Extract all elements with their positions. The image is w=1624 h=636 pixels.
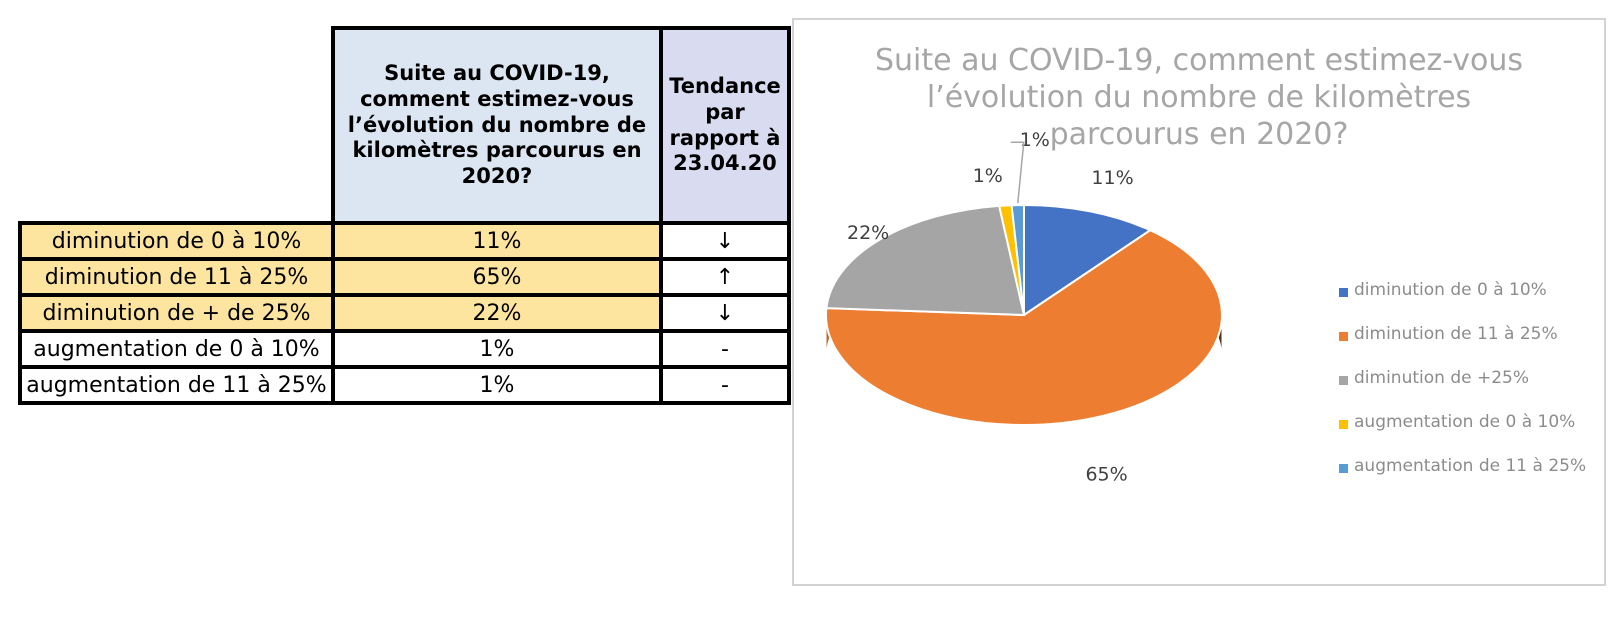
- table-row: augmentation de 0 à 10% 1% -: [18, 329, 791, 369]
- pie-data-label: 65%: [1085, 464, 1127, 486]
- legend-label: diminution de 0 à 10%: [1354, 280, 1547, 300]
- table-row: diminution de 0 à 10% 11% ↓: [18, 221, 791, 261]
- pie-data-label: 22%: [847, 222, 889, 244]
- header-question: Suite au COVID-19, comment estimez-vous …: [331, 26, 663, 225]
- chart-legend: diminution de 0 à 10% diminution de 11 à …: [1339, 268, 1586, 488]
- row-trend-arrow: ↓: [659, 221, 791, 261]
- legend-swatch: [1339, 419, 1348, 429]
- legend-item: augmentation de 0 à 10%: [1339, 400, 1586, 444]
- pie-slice: [1023, 203, 1153, 317]
- legend-swatch: [1339, 375, 1348, 385]
- row-percentage: 65%: [331, 257, 663, 297]
- pie-slice: [825, 229, 1223, 426]
- chart-title: Suite au COVID-19, comment estimez-vous …: [874, 43, 1524, 152]
- row-trend-arrow: ↓: [659, 293, 791, 333]
- row-label: augmentation de 0 à 10%: [18, 329, 335, 369]
- row-label: diminution de 0 à 10%: [18, 221, 335, 261]
- legend-label: diminution de 11 à 25%: [1354, 324, 1558, 344]
- pie-slice: [1010, 203, 1025, 316]
- row-percentage: 22%: [331, 293, 663, 333]
- table-row: diminution de + de 25% 22% ↓: [18, 293, 791, 333]
- legend-swatch: [1339, 463, 1348, 473]
- table-row: diminution de 11 à 25% 65% ↑: [18, 257, 791, 297]
- legend-swatch: [1339, 287, 1348, 297]
- table-row: augmentation de 11 à 25% 1% -: [18, 365, 791, 405]
- header-trend: Tendance par rapport à 23.04.20: [659, 26, 791, 225]
- row-percentage: 1%: [331, 329, 663, 369]
- legend-item: diminution de 11 à 25%: [1339, 312, 1586, 356]
- row-label: diminution de + de 25%: [18, 293, 335, 333]
- row-trend-arrow: -: [659, 329, 791, 369]
- legend-label: augmentation de 0 à 10%: [1354, 412, 1576, 432]
- row-trend-arrow: -: [659, 365, 791, 405]
- legend-label: augmentation de 11 à 25%: [1354, 456, 1587, 476]
- row-trend-arrow: ↑: [659, 257, 791, 297]
- pie-data-label: 1%: [973, 165, 1003, 187]
- chart-area: Suite au COVID-19, comment estimez-vous …: [792, 18, 1606, 586]
- legend-item: augmentation de 11 à 25%: [1339, 444, 1586, 488]
- pie-data-label: 1%: [1020, 129, 1050, 151]
- legend-swatch: [1339, 331, 1348, 341]
- leader-line: [1010, 141, 1025, 204]
- row-percentage: 11%: [331, 221, 663, 261]
- pie-slice: [825, 204, 1026, 317]
- legend-label: diminution de +25%: [1354, 368, 1529, 388]
- table-corner: [20, 28, 333, 223]
- pie-data-label: 11%: [1091, 167, 1133, 189]
- row-percentage: 1%: [331, 365, 663, 405]
- table-body: diminution de 0 à 10% 11% ↓ diminution de 1…: [18, 221, 791, 405]
- pie-chart: 11% 65% 22% 1% 1%: [825, 129, 1223, 486]
- chart-title-box: Suite au COVID-19, comment estimez-vous …: [794, 42, 1604, 153]
- row-label: augmentation de 11 à 25%: [18, 365, 335, 405]
- legend-item: diminution de 0 à 10%: [1339, 268, 1586, 312]
- legend-item: diminution de +25%: [1339, 356, 1586, 400]
- row-label: diminution de 11 à 25%: [18, 257, 335, 297]
- survey-table: Suite au COVID-19, comment estimez-vous …: [18, 26, 791, 405]
